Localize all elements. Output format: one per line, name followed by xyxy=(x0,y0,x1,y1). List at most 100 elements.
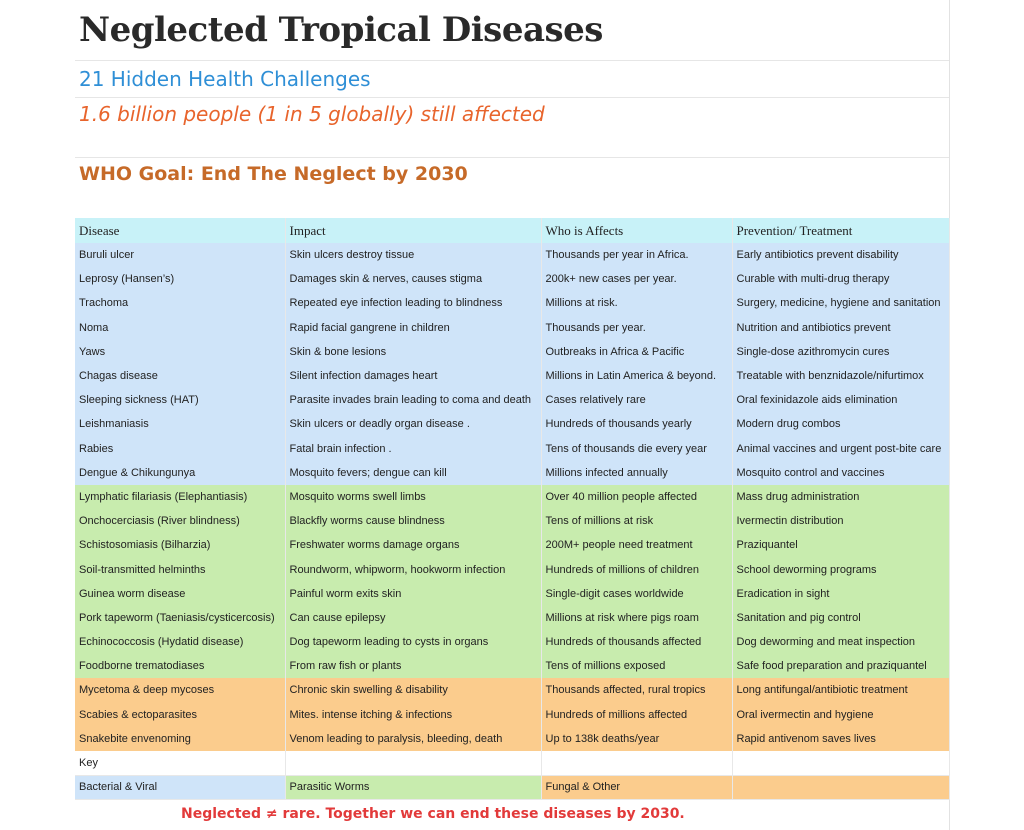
cell-prevention: School deworming programs xyxy=(732,557,950,582)
cell-impact: Blackfly worms cause blindness xyxy=(285,509,542,534)
cell-who: Millions infected annually xyxy=(541,460,733,485)
cell-prevention: Dog deworming and meat inspection xyxy=(732,630,950,655)
cell-prevention: Rapid antivenom saves lives xyxy=(732,726,950,751)
cell-who: 200k+ new cases per year. xyxy=(541,267,733,292)
table-row: Yaws Skin & bone lesions Outbreaks in Afri… xyxy=(75,339,950,364)
table-row: Soil-transmitted helminths Roundworm, whi… xyxy=(75,557,950,582)
cell-impact: Freshwater worms damage organs xyxy=(285,533,542,558)
table-row: Noma Rapid facial gangrene in children Tho… xyxy=(75,315,950,340)
cell-impact: Repeated eye infection leading to blindn… xyxy=(285,291,542,316)
cell-impact: Roundworm, whipworm, hookworm infection xyxy=(285,557,542,582)
cell-prevention: Mass drug administration xyxy=(732,484,950,510)
key-row: Key xyxy=(75,750,950,776)
cell-who: Hundreds of millions affected xyxy=(541,702,733,727)
cell-prevention: Safe food preparation and praziquantel xyxy=(732,654,950,679)
cell-impact: Parasite invades brain leading to coma a… xyxy=(285,388,542,413)
cell-disease: Foodborne trematodiases xyxy=(75,654,286,679)
cell-prevention: Oral fexinidazole aids elimination xyxy=(732,388,950,413)
table-row: Buruli ulcer Skin ulcers destroy tissue Th… xyxy=(75,243,950,268)
table-row: Dengue & Chikungunya Mosquito fevers; den… xyxy=(75,460,950,485)
cell-prevention: Mosquito control and vaccines xyxy=(732,460,950,485)
who-goal: WHO Goal: End The Neglect by 2030 xyxy=(79,163,468,185)
table-row: Leprosy (Hansen’s) Damages skin & nerves,… xyxy=(75,267,950,292)
column-header-prevention: Prevention/ Treatment xyxy=(732,218,950,243)
cell-impact: Silent infection damages heart xyxy=(285,363,542,389)
table-row: Scabies & ectoparasites Mites. intense it… xyxy=(75,702,950,727)
cell-who: Outbreaks in Africa & Pacific xyxy=(541,339,733,364)
cell-prevention: Modern drug combos xyxy=(732,412,950,437)
cell-impact: Painful worm exits skin xyxy=(285,581,542,606)
table-row: Rabies Fatal brain infection . Tens of tho… xyxy=(75,436,950,461)
table-row: Schistosomiasis (Bilharzia) Freshwater wo… xyxy=(75,533,950,558)
cell-who: Up to 138k deaths/year xyxy=(541,726,733,751)
cell-impact: Damages skin & nerves, causes stigma xyxy=(285,267,542,292)
cell-who: Cases relatively rare xyxy=(541,388,733,413)
cell-who: Tens of millions exposed xyxy=(541,654,733,679)
cell-who: Hundreds of thousands yearly xyxy=(541,412,733,437)
cell-who: Millions at risk. xyxy=(541,291,733,316)
table-row: Foodborne trematodiases From raw fish or … xyxy=(75,654,950,679)
cell-prevention: Single-dose azithromycin cures xyxy=(732,339,950,364)
cell-impact: Chronic skin swelling & disability xyxy=(285,678,542,703)
cell-disease: Chagas disease xyxy=(75,363,286,389)
cell-prevention: Animal vaccines and urgent post-bite car… xyxy=(732,436,950,461)
affected-stat: 1.6 billion people (1 in 5 globally) sti… xyxy=(75,98,949,158)
cell-who: 200M+ people need treatment xyxy=(541,533,733,558)
footer-text: Neglected ≠ rare. Together we can end th… xyxy=(181,806,685,822)
cell-disease: Mycetoma & deep mycoses xyxy=(75,678,286,703)
cell-impact: Skin ulcers or deadly organ disease . xyxy=(285,412,542,437)
cell-who: Hundreds of millions of children xyxy=(541,557,733,582)
cell-disease: Buruli ulcer xyxy=(75,243,286,268)
cell-prevention: Praziquantel xyxy=(732,533,950,558)
cell-who: Thousands affected, rural tropics xyxy=(541,678,733,703)
cell-disease: Yaws xyxy=(75,339,286,364)
cell-who: Tens of millions at risk xyxy=(541,509,733,534)
cell-impact: Rapid facial gangrene in children xyxy=(285,315,542,340)
table-body: Buruli ulcer Skin ulcers destroy tissue Th… xyxy=(75,243,950,751)
key-parasitic-worms: Parasitic Worms xyxy=(285,775,542,800)
table-row: Trachoma Repeated eye infection leading t… xyxy=(75,291,950,316)
cell-disease: Noma xyxy=(75,315,286,340)
cell-impact: From raw fish or plants xyxy=(285,654,542,679)
cell-disease: Trachoma xyxy=(75,291,286,316)
cell-disease: Snakebite envenoming xyxy=(75,726,286,751)
cell-prevention: Early antibiotics prevent disability xyxy=(732,243,950,268)
column-header-disease: Disease xyxy=(75,218,286,243)
cell-disease: Lymphatic filariasis (Elephantiasis) xyxy=(75,484,286,510)
cell-who: Tens of thousands die every year xyxy=(541,436,733,461)
disease-table: Disease Impact Who is Affects Prevention… xyxy=(75,218,950,800)
cell-prevention: Eradication in sight xyxy=(732,581,950,606)
cell-prevention: Treatable with benznidazole/nifurtimox xyxy=(732,363,950,389)
cell-impact: Skin & bone lesions xyxy=(285,339,542,364)
table-row: Leishmaniasis Skin ulcers or deadly organ… xyxy=(75,412,950,437)
cell-impact: Venom leading to paralysis, bleeding, de… xyxy=(285,726,542,751)
cell-prevention: Sanitation and pig control xyxy=(732,605,950,630)
cell-disease: Dengue & Chikungunya xyxy=(75,460,286,485)
table-row: Onchocerciasis (River blindness) Blackfly… xyxy=(75,509,950,534)
table-row: Mycetoma & deep mycoses Chronic skin swel… xyxy=(75,678,950,703)
cell-disease: Pork tapeworm (Taeniasis/cysticercosis) xyxy=(75,605,286,630)
key-empty-cell xyxy=(732,750,950,776)
cell-prevention: Curable with multi-drug therapy xyxy=(732,267,950,292)
table-row: Chagas disease Silent infection damages h… xyxy=(75,363,950,389)
cell-disease: Leishmaniasis xyxy=(75,412,286,437)
table-row: Pork tapeworm (Taeniasis/cysticercosis) C… xyxy=(75,605,950,630)
cell-prevention: Oral ivermectin and hygiene xyxy=(732,702,950,727)
key-bacterial-viral: Bacterial & Viral xyxy=(75,775,286,800)
column-header-impact: Impact xyxy=(285,218,542,243)
cell-disease: Leprosy (Hansen’s) xyxy=(75,267,286,292)
cell-who: Over 40 million people affected xyxy=(541,484,733,510)
table-row: Guinea worm disease Painful worm exits sk… xyxy=(75,581,950,606)
table-row: Sleeping sickness (HAT) Parasite invades … xyxy=(75,388,950,413)
key-fungal-swatch xyxy=(732,775,950,800)
spreadsheet: Neglected Tropical Diseases 21 Hidden He… xyxy=(75,0,950,830)
cell-disease: Rabies xyxy=(75,436,286,461)
cell-disease: Guinea worm disease xyxy=(75,581,286,606)
cell-disease: Sleeping sickness (HAT) xyxy=(75,388,286,413)
cell-impact: Can cause epilepsy xyxy=(285,605,542,630)
cell-disease: Soil-transmitted helminths xyxy=(75,557,286,582)
table-row: Echinococcosis (Hydatid disease) Dog tape… xyxy=(75,630,950,655)
cell-prevention: Nutrition and antibiotics prevent xyxy=(732,315,950,340)
cell-impact: Dog tapeworm leading to cysts in organs xyxy=(285,630,542,655)
column-header-who: Who is Affects xyxy=(541,218,733,243)
